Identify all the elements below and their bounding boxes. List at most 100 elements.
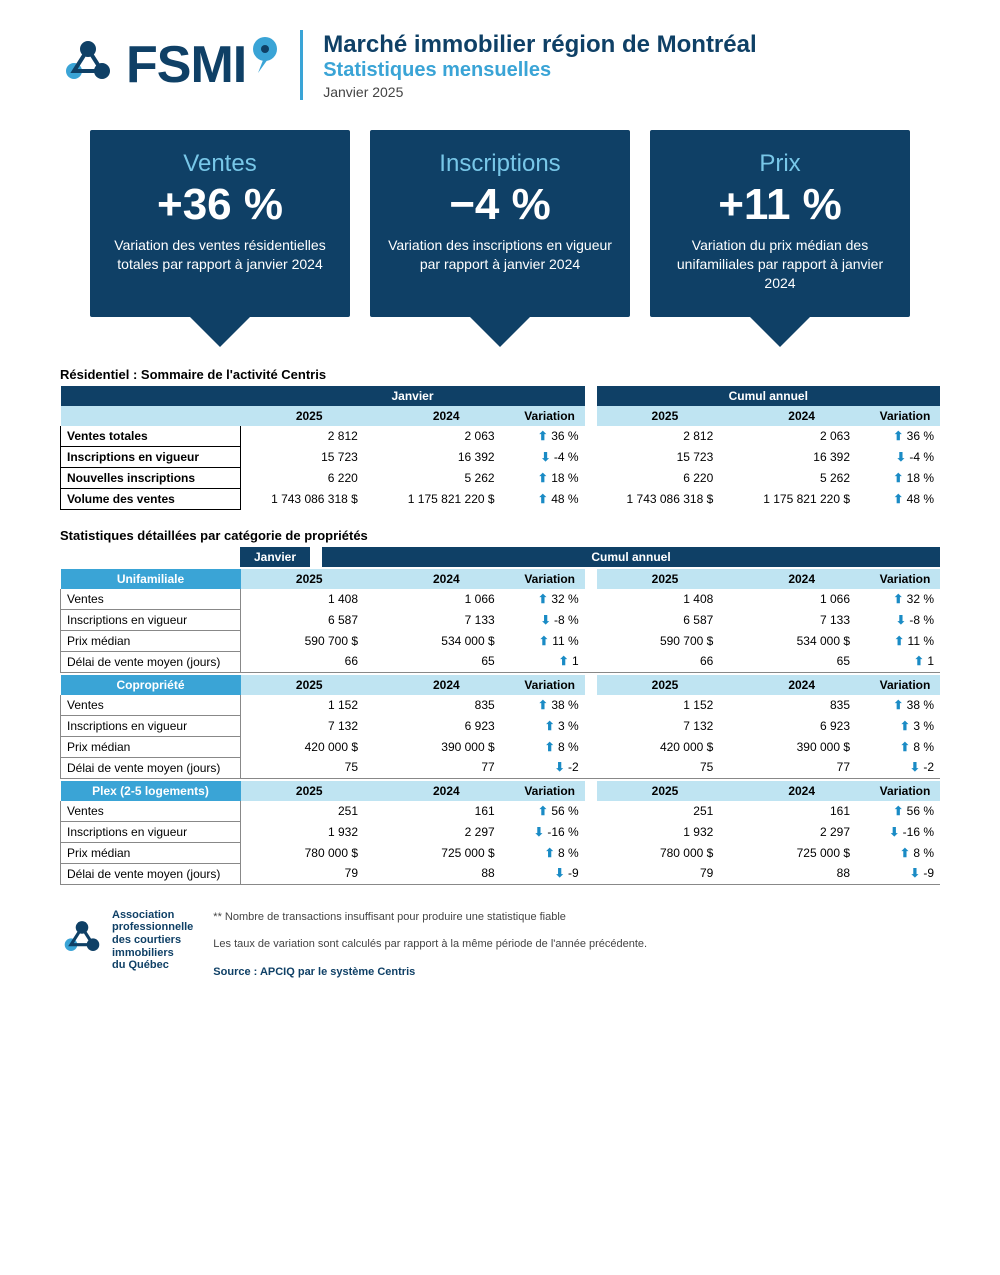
table-row: Ventes1 4081 066⬆ 32 %1 4081 066⬆ 32 % (61, 589, 941, 610)
cell: 780 000 $ (241, 842, 379, 863)
footer-assoc: Associationprofessionnelledes courtiersi… (112, 909, 193, 972)
cell: 251 (597, 801, 734, 822)
detail-title: Statistiques détaillées par catégorie de… (60, 528, 940, 543)
category-table: Copropriété20252024Variation20252024Vari… (60, 675, 940, 779)
category-table: Plex (2-5 logements)20252024Variation202… (60, 781, 940, 885)
cell: 7 132 (241, 715, 379, 736)
cell: 6 220 (597, 467, 734, 488)
cell: 590 700 $ (597, 630, 734, 651)
page-subtitle: Statistiques mensuelles (323, 59, 756, 82)
col-2024: 2024 (733, 675, 870, 695)
cell: 390 000 $ (733, 736, 870, 757)
cell: 6 587 (241, 609, 379, 630)
cell-variation: ⬆ 3 % (515, 715, 585, 736)
row-label: Délai de vente moyen (jours) (61, 863, 241, 884)
category-name: Copropriété (61, 675, 241, 695)
cell: 1 932 (597, 821, 734, 842)
cell-variation: ⬆ 1 (515, 651, 585, 672)
cell: 5 262 (733, 467, 870, 488)
arrow-down-icon: ⬇ (889, 825, 899, 839)
cell: 2 297 (733, 821, 870, 842)
col-var: Variation (870, 781, 940, 801)
col-var: Variation (515, 569, 585, 589)
arrow-up-icon: ⬆ (538, 492, 548, 506)
row-label: Prix médian (61, 630, 241, 651)
footer-source: Source : APCIQ par le système Centris (213, 964, 647, 982)
cell: 2 812 (241, 426, 378, 447)
cell-variation: ⬇ -4 % (870, 446, 940, 467)
table-row: Inscriptions en vigueur1 9322 297⬇ -16 %… (61, 821, 941, 842)
row-label: Inscriptions en vigueur (61, 821, 241, 842)
cell: 75 (241, 757, 379, 778)
card-title: Inscriptions (388, 150, 612, 178)
cell: 66 (241, 651, 379, 672)
arrow-up-icon: ⬆ (893, 698, 903, 712)
cell: 835 (733, 695, 870, 716)
table-row: Inscriptions en vigueur7 1326 923⬆ 3 %7 … (61, 715, 941, 736)
cell: 420 000 $ (597, 736, 734, 757)
arrow-up-icon: ⬆ (538, 804, 548, 818)
cell: 590 700 $ (241, 630, 379, 651)
stat-card-inscriptions: Inscriptions −4 % Variation des inscript… (370, 130, 630, 317)
table-row: Inscriptions en vigueur15 72316 392⬇ -4 … (61, 446, 941, 467)
arrow-down-icon: ⬇ (896, 613, 906, 627)
cell: 75 (597, 757, 734, 778)
card-value: +11 % (668, 180, 892, 230)
cell: 2 063 (378, 426, 515, 447)
arrow-up-icon: ⬆ (893, 492, 903, 506)
cell: 390 000 $ (378, 736, 515, 757)
cell-variation: ⬇ -2 (515, 757, 585, 778)
cell: 780 000 $ (597, 842, 734, 863)
cell-variation: ⬇ -9 (870, 863, 940, 884)
spinner-icon (60, 37, 116, 93)
cell: 1 066 (733, 589, 870, 610)
arrow-down-icon: ⬇ (910, 760, 920, 774)
page-title: Marché immobilier région de Montréal (323, 31, 756, 59)
cell: 15 723 (597, 446, 734, 467)
arrow-down-icon: ⬇ (540, 450, 550, 464)
cell-variation: ⬆ 8 % (870, 842, 940, 863)
arrow-down-icon: ⬇ (555, 866, 565, 880)
cell-variation: ⬇ -4 % (515, 446, 585, 467)
cell: 1 152 (597, 695, 734, 716)
cell: 1 743 086 318 $ (597, 488, 734, 509)
cell-variation: ⬇ -8 % (515, 609, 585, 630)
arrow-up-icon: ⬆ (893, 471, 903, 485)
cell: 65 (378, 651, 515, 672)
page-date: Janvier 2025 (323, 84, 756, 100)
cell: 77 (733, 757, 870, 778)
arrow-up-icon: ⬆ (894, 634, 904, 648)
assoc-line: immobiliers (112, 947, 193, 960)
col-var: Variation (515, 781, 585, 801)
col-2025: 2025 (241, 675, 379, 695)
arrow-up-icon: ⬆ (893, 804, 903, 818)
arrow-up-icon: ⬆ (545, 846, 555, 860)
cell-variation: ⬆ 36 % (870, 426, 940, 447)
arrow-up-icon: ⬆ (900, 719, 910, 733)
col-2025: 2025 (597, 569, 734, 589)
cell: 725 000 $ (733, 842, 870, 863)
table-row: Ventes totales2 8122 063⬆ 36 %2 8122 063… (61, 426, 941, 447)
row-label: Ventes totales (61, 426, 241, 447)
cell-variation: ⬆ 48 % (870, 488, 940, 509)
cell: 7 133 (378, 609, 515, 630)
cell-variation: ⬆ 8 % (870, 736, 940, 757)
cell-variation: ⬆ 1 (870, 651, 940, 672)
card-title: Prix (668, 150, 892, 178)
cell: 66 (597, 651, 734, 672)
arrow-up-icon: ⬆ (900, 740, 910, 754)
card-desc: Variation des ventes résidentielles tota… (108, 236, 332, 274)
arrow-down-icon: ⬇ (541, 613, 551, 627)
arrow-up-icon: ⬆ (539, 634, 549, 648)
cell-variation: ⬆ 8 % (515, 736, 585, 757)
arrow-up-icon: ⬆ (538, 698, 548, 712)
cell-variation: ⬆ 11 % (870, 630, 940, 651)
table-row: Délai de vente moyen (jours)7988⬇ -97988… (61, 863, 941, 884)
logo-text: FSMI (126, 35, 246, 95)
row-label: Prix médian (61, 736, 241, 757)
cell: 6 923 (733, 715, 870, 736)
table-row: Prix médian780 000 $725 000 $⬆ 8 %780 00… (61, 842, 941, 863)
row-label: Inscriptions en vigueur (61, 609, 241, 630)
table-row: Ventes1 152835⬆ 38 %1 152835⬆ 38 % (61, 695, 941, 716)
arrow-down-icon: ⬇ (534, 825, 544, 839)
